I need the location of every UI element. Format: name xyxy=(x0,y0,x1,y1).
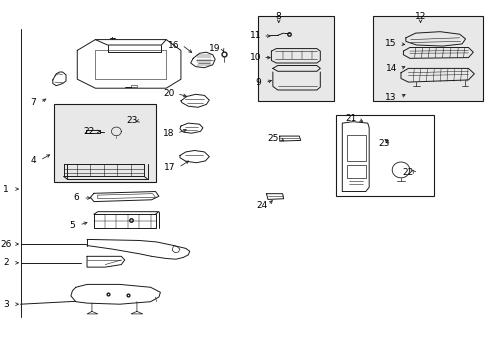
Text: 2: 2 xyxy=(3,258,9,267)
Text: 6: 6 xyxy=(73,194,79,202)
Text: 12: 12 xyxy=(414,12,426,21)
Text: 13: 13 xyxy=(385,93,396,102)
Text: 26: 26 xyxy=(0,240,12,248)
Text: 3: 3 xyxy=(3,300,9,309)
Bar xyxy=(54,104,156,182)
Text: 18: 18 xyxy=(163,129,174,138)
Text: 15: 15 xyxy=(385,40,396,49)
Bar xyxy=(346,135,365,161)
Text: 25: 25 xyxy=(266,134,278,143)
Text: 5: 5 xyxy=(69,220,75,230)
Bar xyxy=(346,165,365,178)
Text: 24: 24 xyxy=(255,201,267,210)
Text: 9: 9 xyxy=(255,78,261,87)
Text: 23: 23 xyxy=(377,139,389,148)
Text: 10: 10 xyxy=(249,53,261,62)
Text: 4: 4 xyxy=(30,156,36,165)
Text: 7: 7 xyxy=(30,98,36,107)
Bar xyxy=(258,16,333,101)
Text: 22: 22 xyxy=(83,127,95,136)
Text: 21: 21 xyxy=(345,114,356,123)
Text: 20: 20 xyxy=(163,89,174,98)
Text: 23: 23 xyxy=(126,116,138,125)
Text: 22: 22 xyxy=(402,168,413,177)
Bar xyxy=(336,115,433,196)
Text: 16: 16 xyxy=(167,40,179,49)
Bar xyxy=(372,16,482,101)
Text: 1: 1 xyxy=(3,184,9,194)
Text: 17: 17 xyxy=(164,163,176,172)
Text: 19: 19 xyxy=(209,44,221,53)
Text: 14: 14 xyxy=(385,64,396,73)
Text: 8: 8 xyxy=(275,12,281,21)
Text: 11: 11 xyxy=(249,31,261,40)
